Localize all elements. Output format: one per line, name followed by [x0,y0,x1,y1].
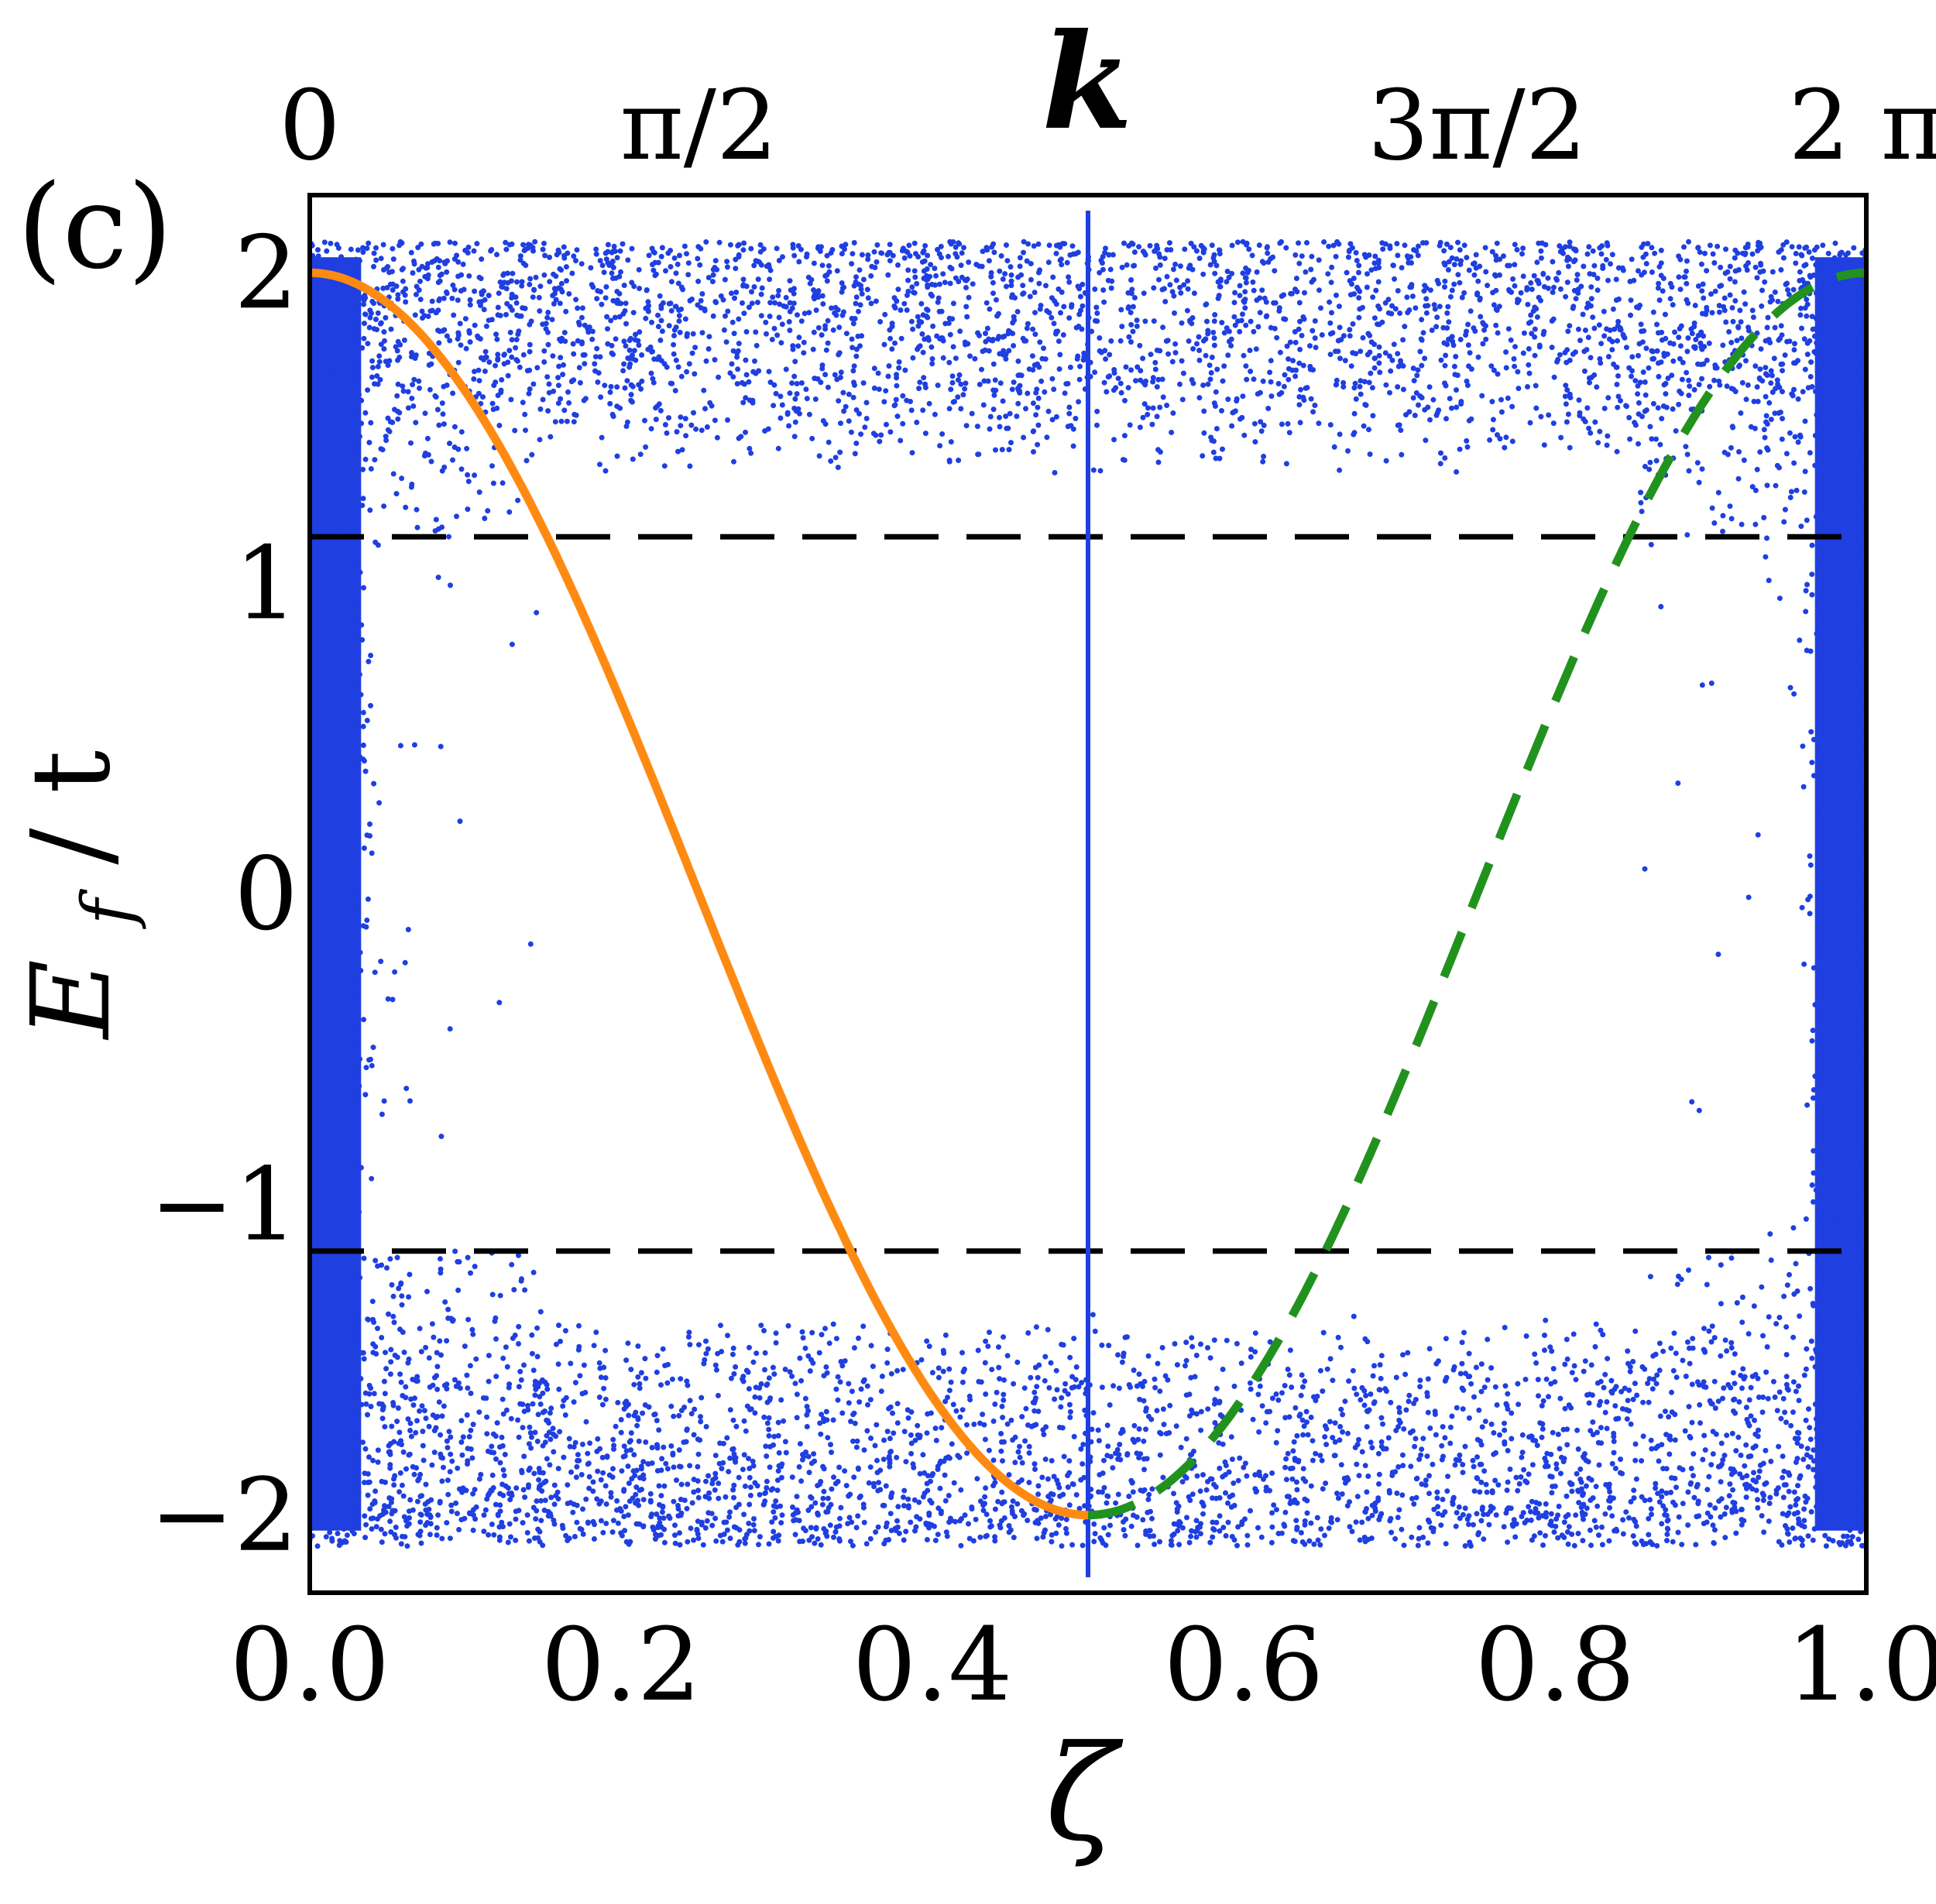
x-tick-label: 0.2 [541,1606,702,1724]
top-axis-title: k [1042,5,1133,160]
svg-text:E f / t: E f / t [9,750,158,1041]
x-ticks: 0.0 0.2 0.4 0.6 0.8 1.0 [230,1606,1936,1724]
y-axis-title-sub: f [67,889,149,930]
top-tick-label: 0 [279,70,341,182]
x-tick-label: 0.6 [1164,1606,1324,1724]
x-axis-title: ζ [1045,1717,1124,1871]
top-tick-label: π/2 [620,70,778,182]
y-axis-title: E f / t [9,750,158,1041]
y-ticks: 2 1 0 −1 −2 [149,214,298,1573]
top-tick-label: 2 π [1788,70,1936,182]
x-tick-label: 0.0 [230,1606,390,1724]
y-tick-label: −2 [149,1456,298,1574]
y-tick-label: −1 [149,1146,298,1264]
x-tick-label: 0.4 [853,1606,1013,1724]
y-axis-title-tail: / t [9,750,135,865]
top-tick-label: 3π/2 [1368,70,1587,182]
y-tick-label: 0 [234,835,298,953]
x-tick-label: 1.0 [1787,1606,1936,1724]
y-tick-label: 2 [234,214,298,331]
y-tick-label: 1 [234,524,298,642]
y-axis-title-main: E [9,959,135,1041]
x-tick-label: 0.8 [1475,1606,1636,1724]
panel-label: (c) [17,160,173,295]
